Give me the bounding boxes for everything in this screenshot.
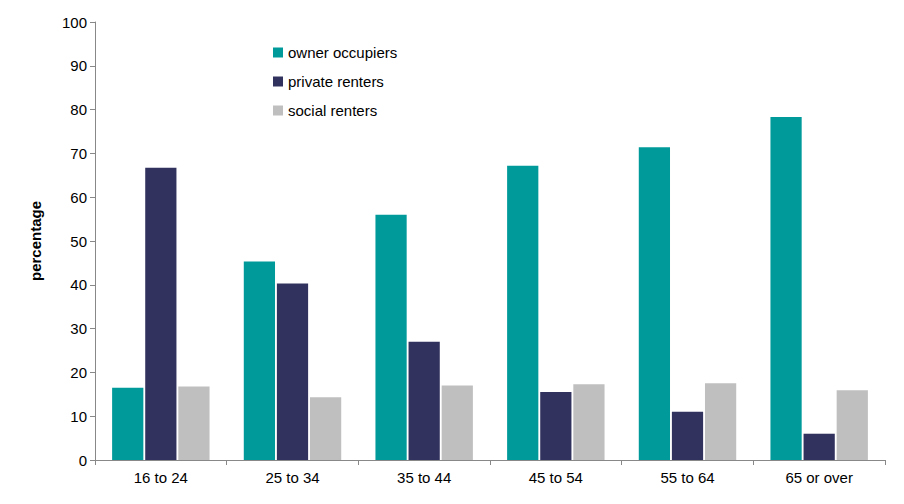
svg-text:60: 60 [70,189,87,206]
svg-text:45 to 54: 45 to 54 [529,469,583,486]
svg-text:social renters: social renters [288,102,377,119]
svg-text:percentage: percentage [27,201,44,281]
svg-text:20: 20 [70,364,87,381]
svg-text:owner occupiers: owner occupiers [288,44,397,61]
svg-text:0: 0 [79,452,87,469]
svg-text:16 to 24: 16 to 24 [134,469,188,486]
svg-text:private renters: private renters [288,73,384,90]
svg-text:40: 40 [70,276,87,293]
svg-text:55 to 64: 55 to 64 [660,469,714,486]
svg-text:90: 90 [70,57,87,74]
svg-text:70: 70 [70,145,87,162]
svg-text:35 to 44: 35 to 44 [397,469,451,486]
svg-text:30: 30 [70,320,87,337]
svg-text:10: 10 [70,408,87,425]
svg-text:100: 100 [62,14,87,31]
svg-text:50: 50 [70,233,87,250]
svg-text:25 to 34: 25 to 34 [265,469,319,486]
svg-text:65 or over: 65 or over [785,469,853,486]
svg-text:80: 80 [70,101,87,118]
